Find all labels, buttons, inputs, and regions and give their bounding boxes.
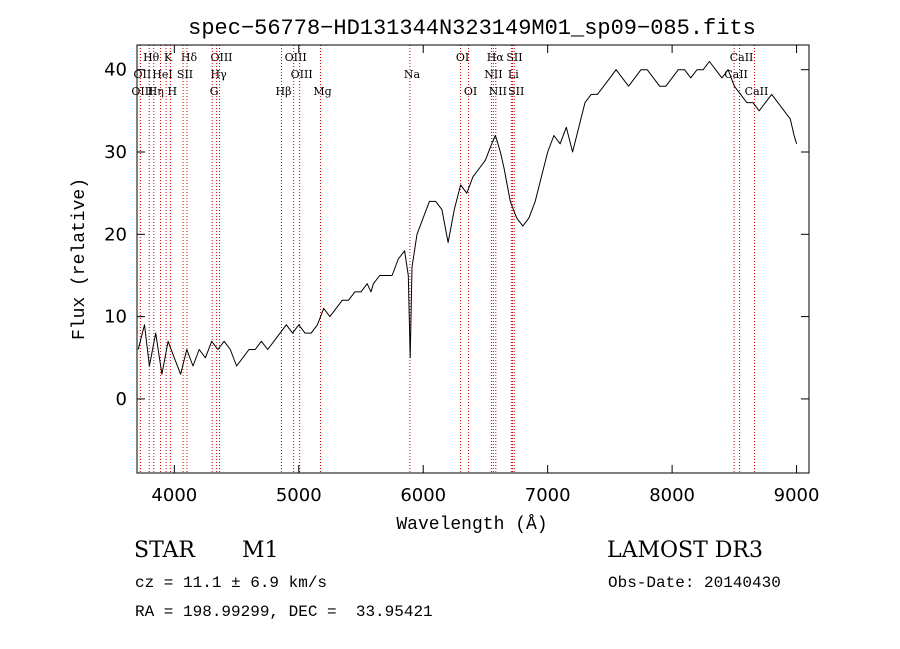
x-tick-label-4: 8000 <box>649 485 695 506</box>
spectral-line-markers: HθKHδOIIIOIIIOIHαSIICaIIOIIHeISIIHγOIIIN… <box>131 45 768 473</box>
sky-coordinates: RA = 198.99299, DEC = 33.95421 <box>135 603 433 621</box>
x-tick-label-0: 4000 <box>151 485 197 506</box>
object-subclass: M1 <box>242 538 279 563</box>
marker-label-23: Mg <box>313 85 331 98</box>
redshift-readout: cz = 11.1 ± 6.9 km/s <box>135 574 328 592</box>
marker-label-19: Hη <box>148 85 164 98</box>
marker-label-9: OII <box>134 68 152 81</box>
marker-label-13: OIII <box>291 68 313 81</box>
object-class: STAR <box>134 538 195 563</box>
marker-label-26: SII <box>508 85 524 98</box>
y-tick-label-0: 0 <box>116 389 127 410</box>
series-layer <box>137 61 798 375</box>
axis-ticks: 4000 5000 6000 7000 8000 9000 0 10 20 30 40 <box>104 45 819 506</box>
marker-label-0: Hθ <box>143 51 160 64</box>
y-tick-label-3: 30 <box>104 142 127 163</box>
marker-label-10: HeI <box>152 68 172 81</box>
y-tick-label-4: 40 <box>104 60 127 81</box>
marker-label-12: Hγ <box>211 68 228 81</box>
chart-title: spec−56778−HD131344N323149M01_sp09−085.f… <box>188 16 756 41</box>
marker-label-4: OIII <box>285 51 307 64</box>
series-line-0 <box>137 61 798 375</box>
marker-label-14: Na <box>404 68 421 81</box>
marker-label-8: CaII <box>730 51 754 64</box>
x-tick-label-1: 5000 <box>276 485 322 506</box>
y-tick-label-2: 20 <box>104 224 127 245</box>
x-tick-label-5: 9000 <box>774 485 820 506</box>
spectrum-chart: spec−56778−HD131344N323149M01_sp09−085.f… <box>70 16 819 535</box>
marker-label-1: K <box>164 51 173 64</box>
marker-label-22: Hβ <box>276 85 292 98</box>
marker-label-15: NII <box>484 68 502 81</box>
marker-label-17: CaII <box>724 68 748 81</box>
y-tick-label-1: 10 <box>104 307 127 328</box>
observation-date: Obs-Date: 20140430 <box>608 574 781 592</box>
x-tick-label-3: 7000 <box>525 485 571 506</box>
marker-label-3: OIII <box>210 51 232 64</box>
x-tick-label-2: 6000 <box>400 485 446 506</box>
y-axis-label: Flux (relative) <box>70 178 90 340</box>
marker-label-5: OI <box>456 51 469 64</box>
marker-label-27: CaII <box>745 85 769 98</box>
survey-name: LAMOST DR3 <box>607 538 763 563</box>
marker-label-11: SII <box>177 68 193 81</box>
marker-label-16: Li <box>508 68 519 81</box>
x-axis-label: Wavelength (Å) <box>396 514 547 535</box>
marker-label-25: NII <box>489 85 507 98</box>
marker-label-20: H <box>168 85 178 98</box>
plot-frame <box>136 44 810 474</box>
marker-label-21: G <box>210 85 219 98</box>
marker-label-2: Hδ <box>181 51 198 64</box>
marker-label-24: OI <box>464 85 477 98</box>
